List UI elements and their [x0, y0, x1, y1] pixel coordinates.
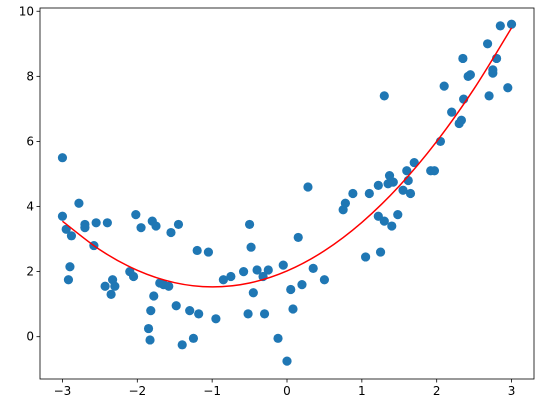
- y-tick-label: 6: [26, 134, 34, 148]
- data-point: [293, 232, 303, 243]
- fit-curve: [61, 27, 513, 288]
- data-point: [106, 289, 116, 299]
- data-point: [405, 188, 416, 199]
- data-point: [211, 314, 221, 324]
- data-point: [252, 265, 262, 275]
- data-point: [303, 182, 313, 192]
- data-point: [243, 309, 253, 319]
- data-point: [439, 81, 449, 91]
- data-point: [57, 211, 68, 221]
- data-point: [503, 83, 513, 93]
- data-point: [177, 340, 187, 350]
- data-point: [375, 247, 386, 257]
- data-point: [409, 157, 419, 168]
- data-point: [100, 281, 110, 291]
- data-point: [218, 275, 228, 285]
- data-point: [66, 231, 77, 241]
- data-point: [278, 260, 288, 270]
- y-tick-label: 0: [26, 330, 34, 344]
- y-tick-label: 2: [26, 265, 34, 279]
- data-point: [194, 309, 204, 319]
- data-point: [447, 107, 457, 117]
- data-point: [364, 188, 374, 199]
- data-point: [192, 245, 202, 256]
- axes-layer: −3 −2 −1 0 1 2 3 0 2 4 6 8 10: [19, 4, 535, 398]
- data-point: [297, 280, 307, 290]
- x-tick-label: 1: [358, 384, 366, 398]
- data-point: [238, 267, 249, 277]
- data-point: [188, 333, 199, 343]
- data-point: [63, 275, 74, 285]
- data-point: [288, 304, 298, 314]
- data-point: [145, 335, 155, 345]
- data-point: [286, 284, 296, 295]
- data-point: [388, 177, 398, 187]
- x-tick-label: −3: [54, 384, 72, 398]
- data-point: [379, 91, 389, 101]
- data-point: [173, 219, 184, 230]
- data-point: [185, 306, 195, 316]
- data-point: [308, 263, 318, 273]
- data-point: [128, 271, 139, 282]
- x-tick-label: −2: [128, 384, 146, 398]
- data-point: [495, 21, 505, 31]
- data-point: [387, 221, 397, 231]
- data-point: [456, 115, 466, 125]
- data-point: [226, 271, 236, 282]
- data-point: [379, 216, 389, 226]
- data-point: [131, 210, 141, 220]
- data-point: [348, 188, 358, 199]
- data-point: [458, 53, 468, 64]
- data-point: [484, 91, 494, 101]
- x-tick-label: 2: [433, 384, 441, 398]
- data-point: [488, 65, 498, 75]
- data-point: [282, 356, 292, 366]
- data-point: [360, 252, 371, 262]
- data-point: [74, 198, 84, 208]
- data-point: [164, 281, 174, 291]
- data-point: [151, 221, 161, 231]
- data-point: [248, 288, 258, 298]
- data-point: [110, 281, 120, 291]
- y-tick-label: 8: [26, 69, 34, 83]
- x-tick-label: 3: [508, 384, 516, 398]
- data-point: [80, 223, 90, 233]
- data-point: [136, 223, 146, 233]
- data-point: [143, 323, 154, 334]
- data-point: [244, 219, 255, 230]
- data-point: [203, 247, 214, 257]
- data-point: [166, 227, 176, 238]
- data-point: [429, 166, 440, 176]
- data-point: [340, 198, 350, 208]
- y-tick-label: 4: [26, 200, 34, 214]
- data-point: [319, 275, 330, 285]
- data-point: [149, 291, 159, 301]
- data-point: [91, 218, 101, 228]
- data-point: [402, 166, 412, 176]
- x-tick-label: −1: [203, 384, 221, 398]
- data-point: [102, 218, 112, 228]
- data-point: [146, 306, 156, 316]
- data-point: [65, 262, 75, 272]
- x-tick-label: 0: [283, 384, 291, 398]
- data-point: [398, 185, 408, 195]
- data-point: [263, 265, 273, 275]
- data-point: [61, 224, 71, 234]
- data-point: [506, 19, 517, 29]
- data-point: [482, 39, 493, 49]
- data-point: [465, 70, 475, 80]
- data-point: [393, 210, 403, 220]
- data-point: [246, 242, 256, 252]
- y-tick-label: 10: [19, 4, 34, 18]
- data-point: [273, 333, 283, 343]
- data-point: [57, 153, 68, 163]
- data-point: [171, 301, 181, 311]
- data-point: [259, 309, 270, 319]
- marks-layer: [57, 19, 517, 366]
- data-point: [373, 180, 383, 190]
- plot-frame: [39, 7, 535, 380]
